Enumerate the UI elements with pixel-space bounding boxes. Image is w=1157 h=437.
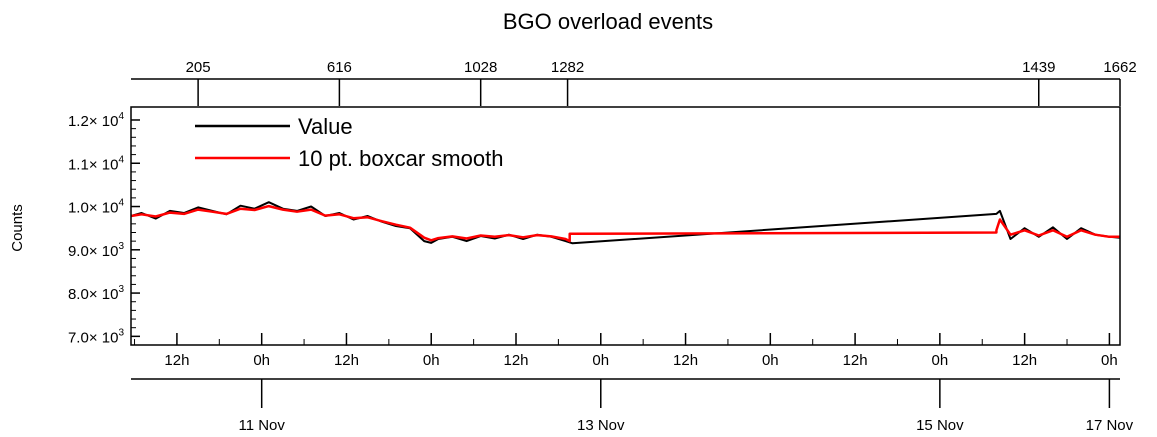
hour-tick-label: 12h <box>1012 352 1037 369</box>
top-axis-tick-label: 1282 <box>551 59 584 76</box>
date-tick-label: 11 Nov <box>238 417 285 434</box>
hour-tick-label: 0h <box>592 352 609 369</box>
y-tick-label: 1.0× 104 <box>68 198 124 217</box>
axis-ticks: 205 616 1028 1282 1439 1662 12h 0h 12h 0h 12h 0h 12h… <box>68 59 1137 434</box>
series-lines <box>130 201 1121 245</box>
y-tick-label: 7.0× 103 <box>68 327 124 346</box>
top-axis-tick-label: 205 <box>186 59 211 76</box>
y-tick-label: 1.2× 104 <box>68 111 124 130</box>
y-tick-label: 1.1× 104 <box>68 154 124 173</box>
plot-frame <box>130 106 1121 346</box>
hour-tick-label: 12h <box>334 352 359 369</box>
top-axis-tick-label: 616 <box>327 59 352 76</box>
y-axis-label: Counts <box>9 204 26 252</box>
hour-tick-label: 0h <box>253 352 270 369</box>
hour-tick-label: 0h <box>762 352 779 369</box>
hour-tick-label: 0h <box>1101 352 1118 369</box>
y-tick-label: 9.0× 103 <box>68 241 124 260</box>
chart-title: BGO overload events <box>503 9 713 34</box>
hour-tick-label: 12h <box>673 352 698 369</box>
hour-tick-label: 0h <box>932 352 949 369</box>
top-axis-tick-label: 1662 <box>1103 59 1136 76</box>
top-axis-tick-label: 1028 <box>464 59 497 76</box>
y-tick-label: 8.0× 103 <box>68 284 124 303</box>
hour-tick-label: 12h <box>164 352 189 369</box>
legend: Value 10 pt. boxcar smooth <box>195 114 503 171</box>
top-axis-tick-label: 1439 <box>1022 59 1055 76</box>
date-tick-label: 15 Nov <box>916 417 964 434</box>
legend-label: 10 pt. boxcar smooth <box>298 146 503 171</box>
legend-label: Value <box>298 114 353 139</box>
hour-tick-label: 12h <box>503 352 528 369</box>
hour-tick-label: 0h <box>423 352 440 369</box>
hour-tick-label: 12h <box>843 352 868 369</box>
date-tick-label: 17 Nov <box>1086 417 1134 434</box>
smooth-series-line <box>130 204 1120 243</box>
date-tick-label: 13 Nov <box>577 417 625 434</box>
